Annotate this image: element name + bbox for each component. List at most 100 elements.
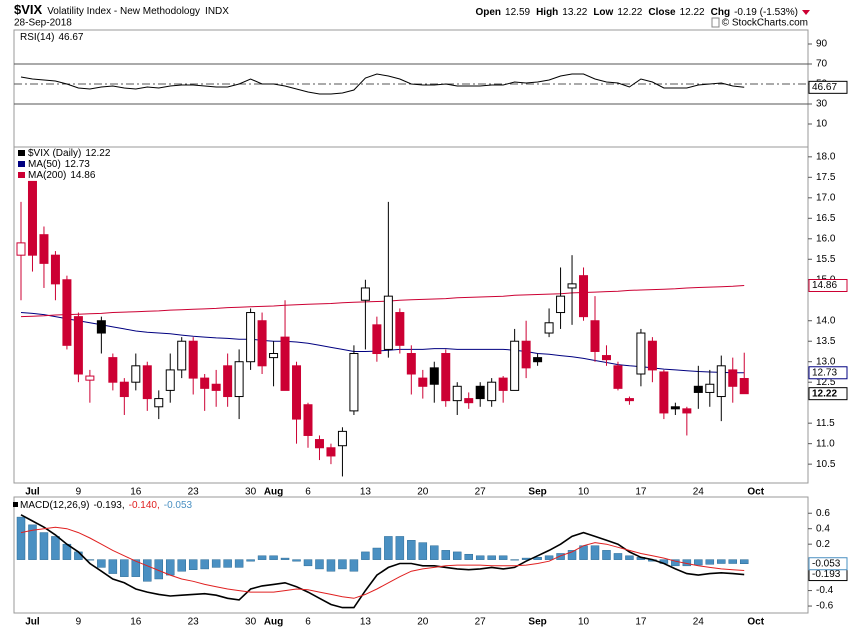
- histogram-bar: [407, 540, 416, 560]
- candle-body: [39, 234, 49, 264]
- candle-body: [533, 357, 543, 363]
- quote-label: Open: [475, 7, 501, 18]
- value-badge-label: 14.86: [812, 280, 837, 291]
- legend-name: MA(50): [28, 159, 61, 170]
- value-badge-label: 46.67: [812, 82, 837, 93]
- histogram-bar: [269, 555, 278, 560]
- y-tick-label: 0.4: [816, 523, 830, 534]
- symbol: $VIX: [14, 2, 43, 17]
- candle-body: [360, 287, 370, 301]
- candle-body: [326, 447, 336, 457]
- y-tick-label: -0.6: [816, 601, 834, 612]
- candle-body: [119, 381, 129, 398]
- y-tick-label: 13.5: [816, 336, 836, 347]
- date: 28-Sep-2018: [14, 18, 72, 29]
- x-tick-label: 9: [76, 617, 82, 628]
- candle-body: [223, 365, 233, 398]
- histogram-bar: [211, 559, 221, 568]
- y-tick-label: 16.0: [816, 233, 836, 244]
- logo-icon: [711, 17, 720, 28]
- legend: MA(200) 14.86: [28, 170, 96, 181]
- candle-body: [16, 242, 26, 256]
- x-tick-label: 27: [475, 617, 487, 628]
- legend-value: 14.86: [70, 170, 95, 181]
- x-tick-label: 24: [693, 617, 705, 628]
- x-tick-label: 9: [76, 487, 82, 498]
- candle-body: [590, 320, 600, 352]
- legend-title: MACD(12,26,9): [20, 500, 89, 511]
- histogram-bar: [556, 553, 565, 560]
- histogram-bar: [430, 545, 439, 560]
- y-tick-label: 12.5: [816, 377, 836, 388]
- candle-body: [372, 324, 382, 355]
- histogram-bar: [372, 547, 382, 560]
- histogram-bar: [590, 545, 600, 560]
- histogram-bar: [108, 559, 118, 574]
- histogram-bar: [39, 532, 49, 560]
- candle-body: [556, 295, 566, 314]
- x-tick-label: 10: [578, 617, 590, 628]
- histogram-bar: [97, 559, 106, 568]
- histogram-bar: [223, 559, 232, 568]
- candle-body: [303, 404, 313, 436]
- histogram-bar: [395, 536, 405, 560]
- x-tick-label: Jul: [25, 617, 40, 628]
- histogram-bar: [338, 559, 347, 570]
- rsi-line: [20, 73, 745, 95]
- value-badge: [808, 366, 848, 380]
- candle-body: [383, 295, 393, 350]
- histogram-bar: [464, 553, 473, 560]
- x-tick-label: 17: [635, 487, 647, 498]
- candle-body: [280, 336, 290, 391]
- quote-value: 12.59: [505, 7, 530, 18]
- y-tick-label: 10.5: [816, 459, 836, 470]
- legend-value: 12.73: [65, 159, 90, 170]
- value-badge: [808, 80, 848, 94]
- quote-label: High: [536, 7, 558, 18]
- candle-body: [200, 377, 210, 389]
- candle-body: [314, 439, 324, 449]
- header-title: $VIX Volatility Index - New Methodology IN…: [14, 2, 229, 17]
- macd-line: [20, 526, 745, 599]
- quote-label: Chg: [711, 7, 730, 18]
- candle-body: [498, 377, 508, 391]
- legend-value: 46.67: [58, 32, 83, 43]
- candle-body: [246, 312, 256, 363]
- legend-swatch: [18, 161, 25, 167]
- quote-label: Low: [593, 7, 613, 18]
- histogram-bar: [441, 550, 451, 560]
- histogram-bar: [567, 550, 577, 560]
- candle-body: [682, 408, 692, 414]
- histogram-bar: [510, 559, 519, 561]
- x-tick-label: 6: [305, 617, 311, 628]
- quote-label: Close: [648, 7, 676, 18]
- y-tick-label: 15.5: [816, 254, 836, 265]
- histogram-bar: [625, 555, 634, 560]
- histogram-bar: [234, 559, 244, 568]
- panel-frame: [13, 146, 809, 484]
- candle-body: [188, 340, 198, 379]
- candle-body: [613, 365, 623, 389]
- legend: MACD(12,26,9) -0.193, -0.140, -0.053: [20, 500, 193, 511]
- candle-body: [475, 385, 485, 400]
- histogram-bar: [384, 536, 393, 560]
- candle-body: [636, 332, 646, 375]
- histogram-bar: [452, 551, 462, 560]
- candle-body: [705, 383, 715, 393]
- candle-body: [670, 406, 680, 410]
- legend-name: $VIX (Daily): [28, 148, 81, 159]
- candle-body: [739, 378, 749, 395]
- legend: RSI(14) 46.67: [20, 32, 84, 43]
- value-badge-label: -0.053: [812, 558, 841, 569]
- histogram-bar: [487, 555, 496, 560]
- candle-body: [50, 254, 60, 285]
- candle-body: [624, 398, 634, 402]
- y-tick-label: 70: [816, 59, 828, 70]
- y-tick-label: 14.0: [816, 315, 836, 326]
- x-tick-label: 6: [305, 487, 311, 498]
- histogram-bar: [131, 559, 141, 577]
- x-tick-label: 30: [245, 617, 257, 628]
- legend: $VIX (Daily) 12.22: [28, 148, 111, 159]
- histogram-bar: [475, 555, 485, 560]
